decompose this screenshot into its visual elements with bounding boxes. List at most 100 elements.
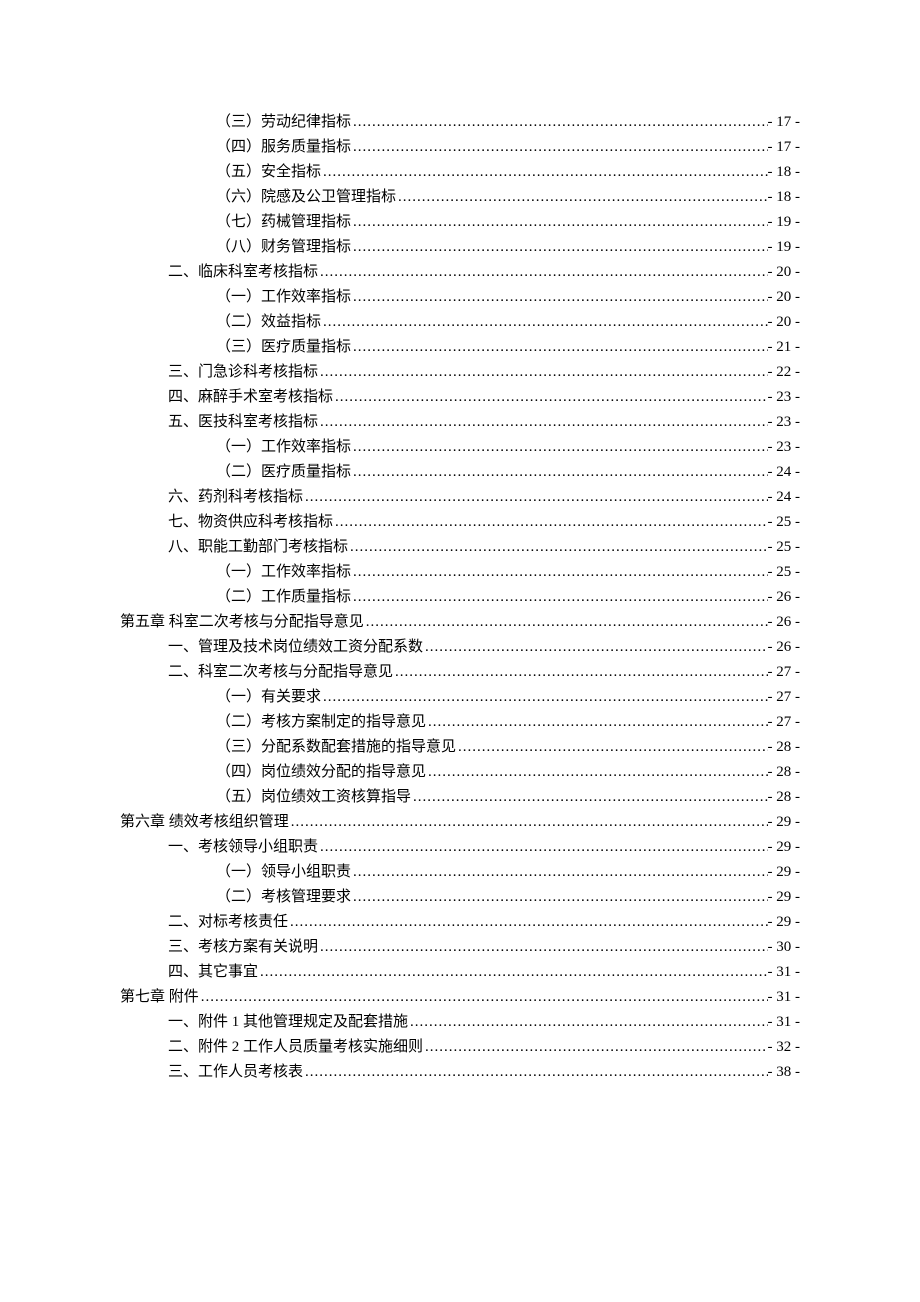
toc-leader-dots [351, 285, 767, 310]
toc-leader-dots [351, 235, 767, 260]
toc-entry-label: （二）医疗质量指标 [216, 460, 351, 485]
toc-entry-page: - 28 - [768, 760, 801, 785]
toc-entry: （一）领导小组职责 - 29 - [120, 860, 800, 885]
toc-entry: （一）工作效率指标- 23 - [120, 435, 800, 460]
toc-entry-label: （八）财务管理指标 [216, 235, 351, 260]
toc-entry-page: - 38 - [768, 1060, 801, 1085]
toc-entry-label: （三）分配系数配套措施的指导意见 [216, 735, 456, 760]
toc-entry-label: （一）工作效率指标 [216, 285, 351, 310]
toc-entry-page: - 26 - [768, 610, 801, 635]
toc-entry-label: （二）工作质量指标 [216, 585, 351, 610]
toc-entry: （一）工作效率指标- 20 - [120, 285, 800, 310]
toc-entry-page: - 31 - [768, 985, 801, 1010]
toc-leader-dots [318, 360, 767, 385]
toc-leader-dots [396, 185, 767, 210]
toc-leader-dots [351, 860, 767, 885]
toc-entry-page: - 30 - [768, 935, 801, 960]
toc-entry: （二）效益指标 - 20 - [120, 310, 800, 335]
toc-leader-dots [333, 510, 767, 535]
toc-entry: 第五章 科室二次考核与分配指导意见 - 26 - [120, 610, 800, 635]
toc-leader-dots [351, 585, 767, 610]
toc-entry: 二、对标考核责任 - 29 - [120, 910, 800, 935]
toc-entry-page: - 32 - [768, 1035, 801, 1060]
toc-entry: （一）有关要求- 27 - [120, 685, 800, 710]
toc-entry: （二）考核方案制定的指导意见- 27 - [120, 710, 800, 735]
toc-leader-dots [426, 760, 767, 785]
toc-entry: 二、附件 2 工作人员质量考核实施细则 - 32 - [120, 1035, 800, 1060]
toc-entry-page: - 29 - [768, 885, 801, 910]
toc-entry-label: （一）工作效率指标 [216, 560, 351, 585]
toc-entry-label: 二、临床科室考核指标 [168, 260, 318, 285]
toc-entry: （二）考核管理要求- 29 - [120, 885, 800, 910]
toc-leader-dots [426, 710, 767, 735]
toc-leader-dots [199, 985, 768, 1010]
toc-entry-label: （一）领导小组职责 [216, 860, 351, 885]
toc-entry-label: 三、工作人员考核表 [168, 1060, 303, 1085]
toc-entry: （五）安全指标- 18 - [120, 160, 800, 185]
toc-entry-page: - 22 - [768, 360, 801, 385]
toc-leader-dots [333, 385, 767, 410]
toc-entry-label: 一、管理及技术岗位绩效工资分配系数 [168, 635, 423, 660]
toc-leader-dots [423, 635, 767, 660]
toc-entry: 一、管理及技术岗位绩效工资分配系数 - 26 - [120, 635, 800, 660]
toc-entry: 一、附件 1 其他管理规定及配套措施- 31 - [120, 1010, 800, 1035]
toc-leader-dots [351, 435, 767, 460]
toc-entry: 五、医技科室考核指标 - 23 - [120, 410, 800, 435]
toc-entry-label: （三）劳动纪律指标 [216, 110, 351, 135]
toc-entry-label: 二、科室二次考核与分配指导意见 [168, 660, 393, 685]
toc-entry: （二）工作质量指标- 26 - [120, 585, 800, 610]
toc-leader-dots [364, 610, 768, 635]
toc-entry-label: （四）服务质量指标 [216, 135, 351, 160]
toc-entry-label: 四、其它事宜 [168, 960, 258, 985]
toc-entry: （六）院感及公卫管理指标- 18 - [120, 185, 800, 210]
toc-entry-page: - 17 - [768, 110, 801, 135]
toc-entry-page: - 17 - [768, 135, 801, 160]
toc-leader-dots [351, 210, 767, 235]
toc-entry-label: 第五章 科室二次考核与分配指导意见 [120, 610, 364, 635]
toc-entry-label: （二）效益指标 [216, 310, 321, 335]
toc-leader-dots [408, 1010, 767, 1035]
toc-entry: 四、其它事宜 - 31 - [120, 960, 800, 985]
toc-entry-label: （一）有关要求 [216, 685, 321, 710]
table-of-contents: （三）劳动纪律指标- 17 -（四）服务质量指标- 17 -（五）安全指标- 1… [120, 110, 800, 1085]
toc-entry-page: - 24 - [768, 485, 801, 510]
toc-entry-page: - 29 - [768, 835, 801, 860]
toc-entry-label: （五）岗位绩效工资核算指导 [216, 785, 411, 810]
toc-leader-dots [321, 310, 767, 335]
toc-entry: 四、麻醉手术室考核指标 - 23 - [120, 385, 800, 410]
toc-entry-label: 七、物资供应科考核指标 [168, 510, 333, 535]
toc-entry-label: （二）考核方案制定的指导意见 [216, 710, 426, 735]
toc-leader-dots [318, 935, 767, 960]
toc-entry-page: - 25 - [768, 560, 801, 585]
toc-leader-dots [318, 835, 767, 860]
toc-entry-page: - 29 - [768, 910, 801, 935]
toc-leader-dots [351, 560, 767, 585]
toc-leader-dots [318, 260, 767, 285]
toc-entry-label: （五）安全指标 [216, 160, 321, 185]
toc-entry: （三）分配系数配套措施的指导意见- 28 - [120, 735, 800, 760]
toc-leader-dots [318, 410, 767, 435]
toc-entry-page: - 21 - [768, 335, 801, 360]
toc-entry: （三）医疗质量指标- 21 - [120, 335, 800, 360]
toc-entry: 一、考核领导小组职责 - 29 - [120, 835, 800, 860]
toc-entry-label: 四、麻醉手术室考核指标 [168, 385, 333, 410]
toc-entry: （五）岗位绩效工资核算指导- 28 - [120, 785, 800, 810]
toc-entry-label: （四）岗位绩效分配的指导意见 [216, 760, 426, 785]
toc-entry-page: - 27 - [768, 660, 801, 685]
toc-entry-page: - 29 - [768, 860, 801, 885]
toc-leader-dots [321, 685, 767, 710]
toc-entry-page: - 20 - [768, 310, 801, 335]
toc-entry: （二）医疗质量指标- 24 - [120, 460, 800, 485]
toc-entry-page: - 23 - [768, 385, 801, 410]
toc-leader-dots [423, 1035, 767, 1060]
toc-entry-label: （七）药械管理指标 [216, 210, 351, 235]
toc-entry-label: 一、附件 1 其他管理规定及配套措施 [168, 1010, 408, 1035]
toc-entry: （八）财务管理指标- 19 - [120, 235, 800, 260]
toc-entry-label: 二、对标考核责任 [168, 910, 288, 935]
toc-leader-dots [456, 735, 767, 760]
toc-entry-page: - 20 - [768, 260, 801, 285]
toc-entry-page: - 29 - [768, 810, 801, 835]
toc-entry-label: （六）院感及公卫管理指标 [216, 185, 396, 210]
toc-entry-label: 一、考核领导小组职责 [168, 835, 318, 860]
toc-entry-label: 二、附件 2 工作人员质量考核实施细则 [168, 1035, 423, 1060]
